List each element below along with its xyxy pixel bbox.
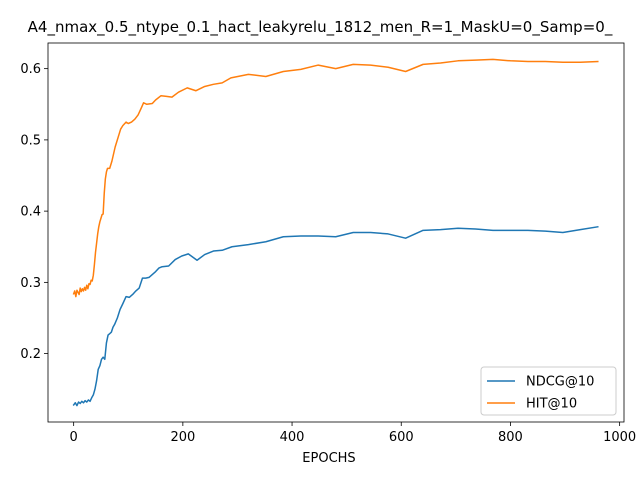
series-line-ndcg-10 xyxy=(72,225,599,407)
legend-label: NDCG@10 xyxy=(526,375,594,390)
x-tick-label: 800 xyxy=(498,430,523,445)
y-tick-label: 0.5 xyxy=(20,133,41,148)
x-tick-label: 200 xyxy=(170,430,195,445)
x-axis-label: EPOCHS xyxy=(302,451,355,466)
y-tick-label: 0.2 xyxy=(20,347,41,362)
plot-background xyxy=(48,43,624,422)
series-layer xyxy=(72,58,599,407)
legend: NDCG@10 HIT@10 xyxy=(480,366,617,416)
chart-title: A4_nmax_0.5_ntype_0.1_hact_leakyrelu_181… xyxy=(28,18,613,37)
legend-label: HIT@10 xyxy=(526,397,577,412)
plot-area: 0 200 400 600 800 1000 0.2 0.3 0.4 0.5 0.6 xyxy=(20,42,636,445)
series-line-hit-10 xyxy=(72,58,599,298)
y-tick-label: 0.4 xyxy=(20,205,41,220)
plot-frame xyxy=(47,42,625,423)
legend-items: NDCG@10 HIT@10 xyxy=(487,375,594,412)
y-tick-label: 0.3 xyxy=(20,276,41,291)
axes-layer: 0 200 400 600 800 1000 0.2 0.3 0.4 0.5 0.6 xyxy=(20,62,636,445)
x-tick-label: 1000 xyxy=(603,430,636,445)
y-tick-label: 0.6 xyxy=(20,62,41,77)
x-tick-label: 600 xyxy=(389,430,414,445)
x-tick-label: 0 xyxy=(70,430,78,445)
x-tick-label: 400 xyxy=(280,430,305,445)
